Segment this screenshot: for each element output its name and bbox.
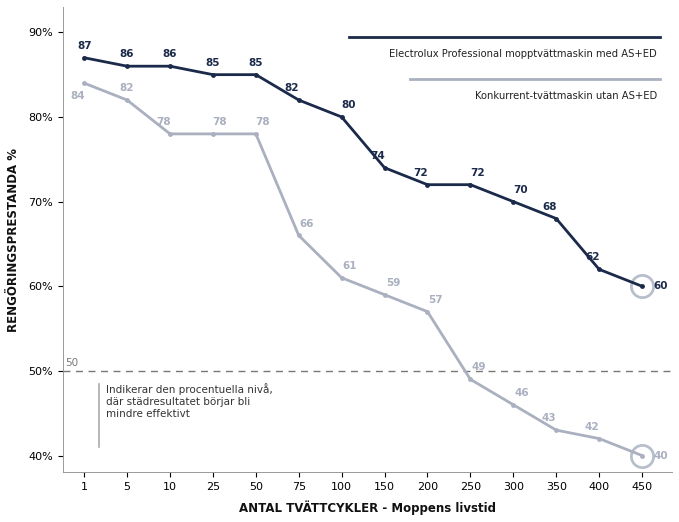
Text: 60: 60 [653, 281, 667, 291]
Text: 84: 84 [70, 91, 85, 101]
X-axis label: ANTAL TVÄTTCYKLER - Moppens livstid: ANTAL TVÄTTCYKLER - Moppens livstid [239, 501, 496, 515]
Text: 85: 85 [249, 58, 263, 68]
Text: Konkurrent-tvättmaskin utan AS+ED: Konkurrent-tvättmaskin utan AS+ED [475, 91, 657, 101]
Text: 82: 82 [120, 83, 134, 93]
Text: 42: 42 [585, 422, 600, 432]
Text: 68: 68 [542, 201, 557, 211]
Text: Electrolux Professional mopptvättmaskin med AS+ED: Electrolux Professional mopptvättmaskin … [389, 49, 657, 59]
Text: 86: 86 [120, 49, 134, 59]
Text: 85: 85 [206, 58, 220, 68]
Text: 80: 80 [342, 100, 356, 110]
Text: 87: 87 [77, 41, 92, 51]
Text: 40: 40 [653, 450, 667, 460]
Text: 43: 43 [542, 413, 557, 423]
Text: Indikerar den procentuella nivå,
där städresultatet börjar bli
mindre effektivt: Indikerar den procentuella nivå, där stä… [106, 384, 272, 419]
Text: 46: 46 [514, 388, 529, 398]
Text: 78: 78 [155, 117, 170, 127]
Text: 70: 70 [513, 185, 528, 195]
Text: 78: 78 [255, 117, 270, 127]
Text: 72: 72 [414, 168, 428, 177]
Text: 66: 66 [300, 219, 314, 229]
Text: 72: 72 [470, 168, 485, 177]
Text: 86: 86 [163, 49, 177, 59]
Text: 82: 82 [285, 83, 299, 93]
Text: 49: 49 [471, 362, 486, 372]
Y-axis label: RENGÖRINGSPRESTANDA %: RENGÖRINGSPRESTANDA % [7, 148, 20, 331]
Text: 59: 59 [386, 278, 400, 288]
Text: 74: 74 [370, 151, 385, 161]
Text: 57: 57 [428, 295, 443, 305]
Text: 61: 61 [343, 261, 357, 271]
Text: 62: 62 [585, 252, 600, 263]
Text: 50: 50 [65, 358, 78, 369]
Text: 78: 78 [213, 117, 227, 127]
